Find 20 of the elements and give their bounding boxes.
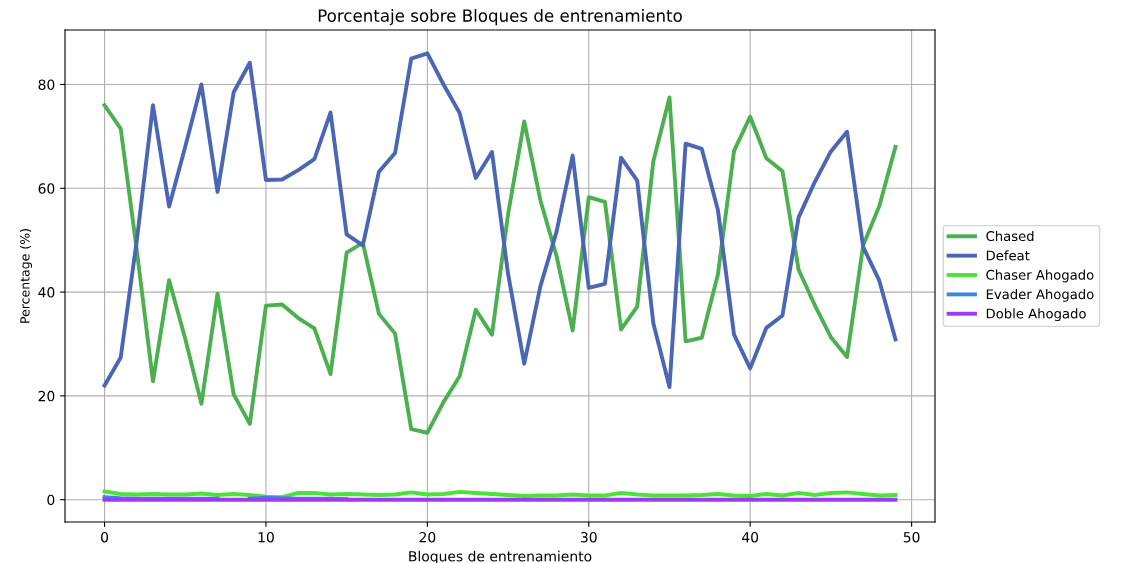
x-tick-label: 30 <box>581 531 597 543</box>
line-series <box>102 95 898 435</box>
y-tick-label: 60 <box>38 183 55 194</box>
y-tick-label: 0 <box>47 494 55 506</box>
legend-label: Doble Ahogado <box>986 308 1086 322</box>
x-tick-label: 50 <box>903 531 920 543</box>
y-tick-label: 40 <box>38 287 55 298</box>
legend-label: Defeat <box>986 250 1030 261</box>
chart-title: Porcentaje sobre Bloques de entrenamiento <box>318 9 682 26</box>
x-tick-label: 0 <box>101 531 109 543</box>
x-tick-label: 20 <box>419 531 436 543</box>
y-tick-label: 20 <box>38 390 55 402</box>
x-tick-label: 10 <box>258 531 274 543</box>
y-axis-title: Percentage (%) <box>19 229 33 323</box>
legend-label: Evader Ahogado <box>986 288 1094 302</box>
legend-label: Chased <box>986 230 1034 242</box>
x-tick-label: 40 <box>742 531 759 543</box>
line-series <box>102 51 898 390</box>
y-tick-label: 80 <box>38 79 55 90</box>
legend-label: Chaser Ahogado <box>986 269 1094 283</box>
